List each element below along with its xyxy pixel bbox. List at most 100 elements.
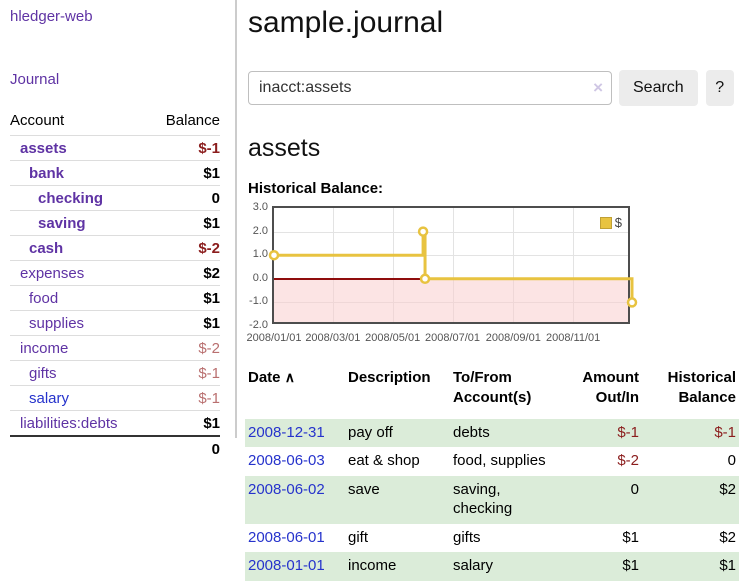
account-link[interactable]: assets (20, 139, 67, 157)
clear-search-icon[interactable]: × (593, 78, 603, 97)
register-table: Date ∧ Description To/From Account(s) Am… (245, 366, 739, 581)
account-row-checking[interactable]: checking 0 (10, 185, 220, 211)
sort-ascending-icon: ∧ (284, 369, 295, 385)
x-axis-tick-label: 2008/11/01 (546, 332, 601, 344)
legend-swatch-icon (599, 216, 612, 229)
data-point (268, 249, 280, 261)
account-balance: $-2 (198, 239, 220, 257)
transaction-balance: $2 (719, 481, 736, 498)
search-input[interactable] (248, 71, 612, 105)
account-balance: $-1 (198, 364, 220, 382)
account-link[interactable]: supplies (29, 314, 85, 332)
transaction-date-link[interactable]: 2008-06-02 (248, 481, 325, 498)
transaction-description: income (348, 557, 397, 575)
chart-title: Historical Balance: (248, 180, 384, 197)
data-point (626, 297, 638, 308)
transaction-date-link[interactable]: 2008-01-01 (248, 557, 325, 575)
main-content: sample.journal × Search ? assets Histori… (245, 0, 742, 581)
x-axis-tick-label: 2008/05/01 (365, 332, 421, 344)
account-link[interactable]: saving (38, 214, 86, 232)
transaction-amount: $-1 (617, 423, 639, 441)
account-link[interactable]: expenses (20, 264, 85, 282)
search-form: × Search ? (248, 70, 742, 106)
account-link[interactable]: checking (38, 189, 104, 207)
register-row: 2008-12-31 pay off debts $-1 $-1 (245, 418, 739, 448)
transaction-balance: $2 (719, 528, 736, 546)
account-balance: $1 (203, 214, 220, 232)
transaction-amount: $1 (622, 557, 639, 575)
account-row-income[interactable]: income $-2 (10, 335, 220, 361)
account-row-bank[interactable]: bank $1 (10, 160, 220, 186)
account-row-cash[interactable]: cash $-2 (10, 235, 220, 261)
y-axis-tick-label: 2.0 (252, 224, 268, 237)
account-row-saving[interactable]: saving $1 (10, 210, 220, 236)
accounts-header-row: Account Balance (10, 108, 220, 136)
y-axis-tick-label: -2.0 (249, 319, 268, 331)
balance-line-layer (268, 226, 638, 308)
account-row-assets[interactable]: assets $-1 (10, 135, 220, 161)
transaction-date-link[interactable]: 2008-06-03 (248, 452, 325, 470)
account-row-expenses[interactable]: expenses $2 (10, 260, 220, 286)
account-link[interactable]: liabilities:debts (20, 414, 118, 432)
account-row-salary[interactable]: salary $-1 (10, 385, 220, 411)
transaction-description: eat & shop (348, 452, 420, 470)
account-balance: $1 (203, 164, 220, 182)
legend-label: $ (614, 215, 622, 230)
y-axis-tick-label: 0.0 (252, 271, 268, 284)
transaction-date-link[interactable]: 2008-12-31 (248, 423, 325, 441)
v-gridline (573, 208, 574, 322)
account-link[interactable]: cash (29, 239, 64, 257)
chart-plot: $ (268, 206, 638, 324)
help-button[interactable]: ? (705, 70, 734, 106)
account-row-food[interactable]: food $1 (10, 285, 220, 311)
account-balance: $1 (203, 414, 220, 432)
negative-region (274, 279, 628, 322)
account-row-liabilities-debts[interactable]: liabilities:debts $1 (10, 410, 220, 437)
balance-step-line (274, 230, 634, 303)
historical-balance-chart: $ 3.0 2.0 1.0 0.0 -1.0 -2.0 2008/01/01 2008/03/… (246, 201, 708, 352)
h-gridline (274, 232, 628, 233)
transaction-description: save (348, 481, 380, 498)
v-gridline (333, 208, 334, 322)
chart-legend: $ (597, 214, 624, 231)
transaction-accounts: food, supplies (453, 452, 546, 470)
transaction-balance: $1 (719, 557, 736, 575)
accounts-col-balance: Balance (165, 112, 220, 129)
account-row-supplies[interactable]: supplies $1 (10, 310, 220, 336)
account-balance: $2 (203, 264, 220, 282)
transaction-description: gift (348, 528, 369, 546)
register-row: 2008-06-01 gift gifts $1 $2 (245, 524, 739, 553)
transaction-balance: $-1 (714, 423, 736, 441)
register-col-date: Date ∧ (245, 366, 345, 419)
account-row-gifts[interactable]: gifts $-1 (10, 360, 220, 386)
sidebar-item-journal[interactable]: Journal (10, 71, 60, 88)
transaction-amount: $-2 (617, 452, 639, 470)
x-axis-tick-label: 2008/03/01 (305, 332, 361, 344)
transaction-amount: 0 (630, 481, 639, 498)
app-title-link[interactable]: hledger-web (10, 8, 93, 25)
transaction-accounts: salary (453, 557, 494, 575)
page-title: sample.journal (248, 6, 444, 39)
account-link[interactable]: gifts (29, 364, 57, 382)
account-balance: $1 (203, 289, 220, 307)
register-row: 2008-01-01 income salary $1 $1 (245, 552, 739, 581)
register-header-row: Date ∧ Description To/From Account(s) Am… (245, 366, 739, 419)
x-axis-tick-label: 2008/09/01 (485, 332, 541, 344)
transaction-balance: 0 (727, 452, 736, 470)
register-col-balance: Historical Balance (667, 369, 736, 407)
accounts-total-value: 0 (211, 440, 220, 458)
account-link[interactable]: income (20, 339, 69, 357)
account-link[interactable]: food (29, 289, 59, 307)
transaction-date-link[interactable]: 2008-06-01 (248, 528, 325, 546)
search-button[interactable]: Search (619, 70, 698, 106)
account-balance: 0 (211, 189, 220, 207)
transaction-description: pay off (348, 423, 393, 441)
transaction-accounts: saving, checking (453, 481, 513, 517)
account-link[interactable]: bank (29, 164, 65, 182)
v-gridline (453, 208, 454, 322)
accounts-table: Account Balance assets $-1 bank $1 check… (10, 108, 220, 461)
transaction-accounts: gifts (453, 528, 481, 546)
register-row: 2008-06-02 save saving, checking 0 $2 (245, 476, 739, 524)
account-balance: $-1 (198, 389, 220, 407)
account-link[interactable]: salary (29, 389, 70, 407)
